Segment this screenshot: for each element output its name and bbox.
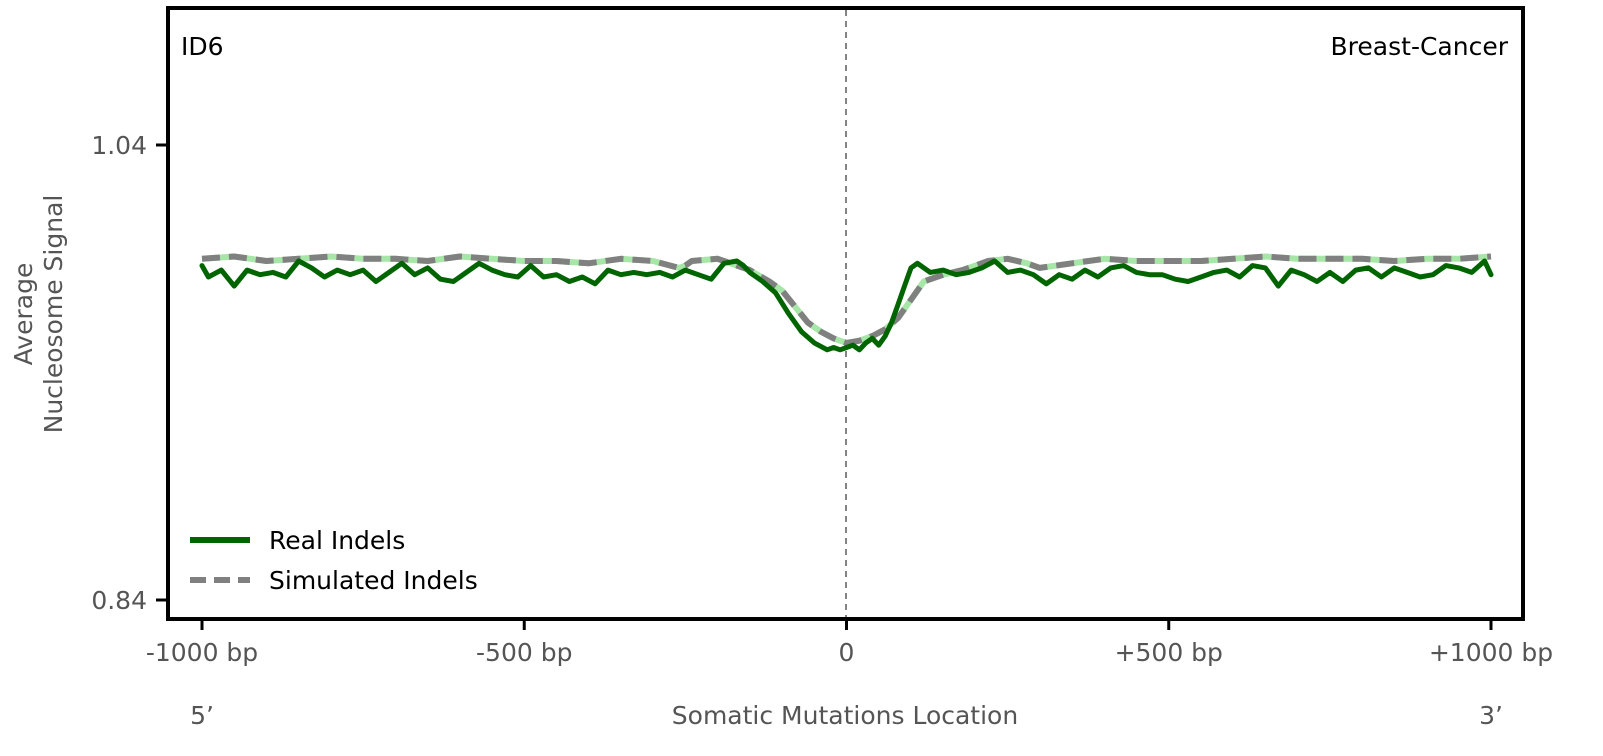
series-layer	[199, 253, 1494, 353]
y-tick-label: 1.04	[91, 131, 147, 160]
y-tick-label: 0.84	[91, 586, 147, 615]
x-axis-ticks: -1000 bp -500 bp 0 +500 bp +1000 bp	[146, 619, 1553, 667]
y-axis-label-line-2: Nucleosome Signal	[39, 195, 68, 434]
x-axis-label: Somatic Mutations Location	[672, 701, 1018, 730]
x-tick-label: +500 bp	[1115, 638, 1223, 667]
x-axis-three-prime-label: 3’	[1479, 701, 1503, 730]
x-tick-label: -1000 bp	[146, 638, 258, 667]
y-axis-label-line-1: Average	[9, 263, 38, 366]
legend-simulated-indels-label: Simulated Indels	[269, 566, 478, 595]
x-tick-label: +1000 bp	[1429, 638, 1553, 667]
simulated-indels-line	[201, 253, 1492, 346]
real-indels-line	[199, 258, 1494, 353]
signature-label: ID6	[181, 32, 224, 61]
legend: Real Indels Simulated Indels	[190, 526, 478, 595]
y-axis-ticks: 1.04 0.84	[91, 131, 168, 615]
legend-real-indels-label: Real Indels	[269, 526, 405, 555]
x-tick-label: -500 bp	[476, 638, 572, 667]
cancer-type-label: Breast-Cancer	[1331, 32, 1509, 61]
x-axis-five-prime-label: 5’	[190, 701, 214, 730]
plot-frame	[166, 6, 1525, 621]
x-tick-label: 0	[839, 638, 855, 667]
